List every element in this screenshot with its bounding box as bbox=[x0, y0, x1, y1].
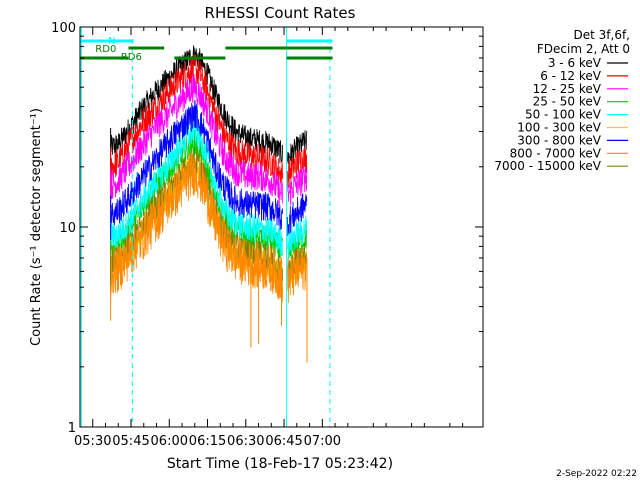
legend-label: 7000 - 15000 keV bbox=[494, 159, 601, 173]
y-tick-label: 10 bbox=[59, 221, 76, 236]
axis-layer: 05:30 05:45 06:00 06:15 06:30 06:45 07:00 1 10 10… bbox=[51, 21, 483, 449]
legend-label: 25 - 50 keV bbox=[533, 95, 602, 109]
y-axis-label: Count Rate (s⁻¹ detector segment⁻¹) bbox=[29, 108, 44, 346]
chart-title: RHESSI Count Rates bbox=[205, 4, 356, 22]
legend-label: 300 - 800 keV bbox=[517, 133, 601, 147]
x-tick-label: 06:45 bbox=[265, 434, 302, 449]
series-line bbox=[110, 153, 308, 303]
date-stamp: 2-Sep-2022 02:22 bbox=[556, 469, 637, 479]
legend-label: 12 - 25 keV bbox=[533, 82, 602, 96]
legend-label: 50 - 100 keV bbox=[525, 108, 602, 122]
series-line bbox=[110, 115, 308, 258]
legend-label: 6 - 12 keV bbox=[540, 69, 602, 83]
legend-label: 3 - 6 keV bbox=[548, 56, 602, 70]
series-line bbox=[110, 99, 308, 237]
rd-label: RD0 bbox=[95, 44, 116, 55]
legend-header-line-2: FDecim 2, Att 0 bbox=[537, 42, 630, 56]
series-line bbox=[110, 73, 308, 207]
x-tick-label: 05:30 bbox=[74, 434, 111, 449]
x-tick-label: 06:30 bbox=[227, 434, 264, 449]
rd-label: RD6 bbox=[121, 52, 142, 63]
saa-label: N bbox=[108, 36, 115, 47]
legend-label: 100 - 300 keV bbox=[517, 121, 601, 135]
x-tick-label: 07:00 bbox=[304, 434, 341, 449]
x-tick-label: 06:00 bbox=[151, 434, 188, 449]
x-tick-label: 05:45 bbox=[112, 434, 149, 449]
y-tick-label: 1 bbox=[68, 421, 76, 436]
legend-label: 800 - 7000 keV bbox=[510, 146, 602, 160]
series-line bbox=[110, 54, 308, 190]
y-tick-label: 100 bbox=[51, 21, 76, 36]
x-tick-label: 06:15 bbox=[189, 434, 226, 449]
series-layer bbox=[110, 45, 308, 363]
x-axis-label: Start Time (18-Feb-17 05:23:42) bbox=[167, 456, 393, 472]
legend-header-line-1: Det 3f,6f, bbox=[574, 28, 631, 42]
